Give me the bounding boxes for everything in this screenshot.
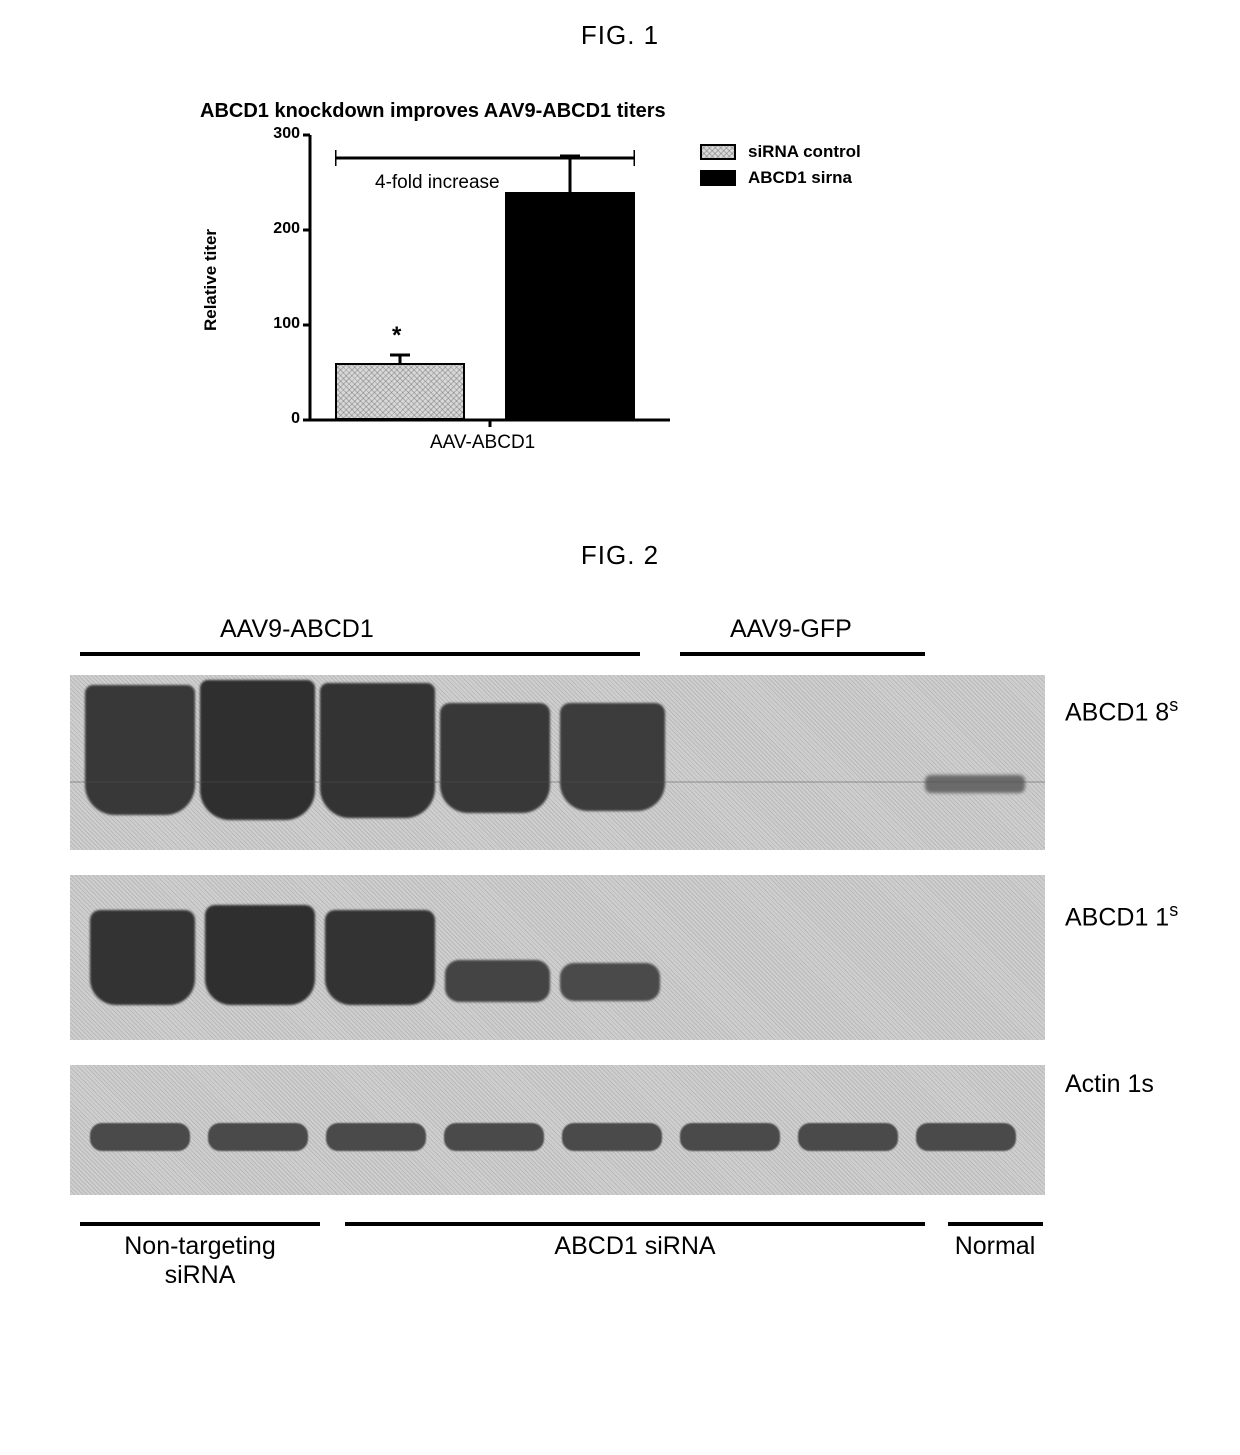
fig2-label: FIG. 2 bbox=[0, 540, 1240, 571]
legend: siRNA control ABCD1 sirna bbox=[700, 142, 861, 188]
bg3-l1: Normal bbox=[935, 1232, 1055, 1261]
blot-1 bbox=[70, 675, 1045, 850]
bar-sirna-control bbox=[335, 363, 465, 420]
bottom-group-1-label: Non-targeting siRNA bbox=[80, 1232, 320, 1290]
blot2-main: ABCD1 1 bbox=[1065, 903, 1169, 931]
x-axis-label: AAV-ABCD1 bbox=[430, 432, 535, 454]
blot-3 bbox=[70, 1065, 1045, 1195]
legend-item-2: ABCD1 sirna bbox=[700, 168, 861, 188]
legend-swatch-black bbox=[700, 170, 736, 186]
blot1-sup: s bbox=[1169, 695, 1178, 715]
ytick-300: 300 bbox=[258, 125, 300, 143]
legend-label-2: ABCD1 sirna bbox=[748, 168, 852, 188]
bottom-group-1-line bbox=[80, 1222, 320, 1226]
errorbar-1 bbox=[380, 349, 420, 369]
legend-swatch-crosshatch bbox=[700, 144, 736, 160]
blot1-side-label: ABCD1 8s bbox=[1065, 695, 1178, 727]
fold-increase-annotation: 4-fold increase bbox=[375, 172, 500, 194]
top-group-1-line bbox=[80, 652, 640, 656]
ytick-0: 0 bbox=[275, 410, 300, 428]
bottom-group-2-line bbox=[345, 1222, 925, 1226]
top-group-1: AAV9-ABCD1 bbox=[220, 615, 374, 644]
bottom-group-3-label: Normal bbox=[935, 1232, 1055, 1261]
blot3-side-label: Actin 1s bbox=[1065, 1070, 1154, 1099]
ytick-200: 200 bbox=[258, 220, 300, 238]
bg1-l1: Non-targeting bbox=[80, 1232, 320, 1261]
significance-marker: * bbox=[392, 322, 401, 350]
bottom-group-2-label: ABCD1 siRNA bbox=[345, 1232, 925, 1261]
blot1-main: ABCD1 8 bbox=[1065, 698, 1169, 726]
blot2-side-label: ABCD1 1s bbox=[1065, 900, 1178, 932]
legend-item-1: siRNA control bbox=[700, 142, 861, 162]
legend-label-1: siRNA control bbox=[748, 142, 861, 162]
top-group-2-line bbox=[680, 652, 925, 656]
y-axis-label: Relative titer bbox=[201, 229, 221, 331]
bg2-l1: ABCD1 siRNA bbox=[345, 1232, 925, 1261]
blot2-sup: s bbox=[1169, 900, 1178, 920]
bar-abcd1-sirna bbox=[505, 192, 635, 420]
blot-2 bbox=[70, 875, 1045, 1040]
top-group-2: AAV9-GFP bbox=[730, 615, 852, 644]
bg1-l2: siRNA bbox=[80, 1261, 320, 1290]
bottom-group-3-line bbox=[948, 1222, 1043, 1226]
ytick-100: 100 bbox=[258, 315, 300, 333]
